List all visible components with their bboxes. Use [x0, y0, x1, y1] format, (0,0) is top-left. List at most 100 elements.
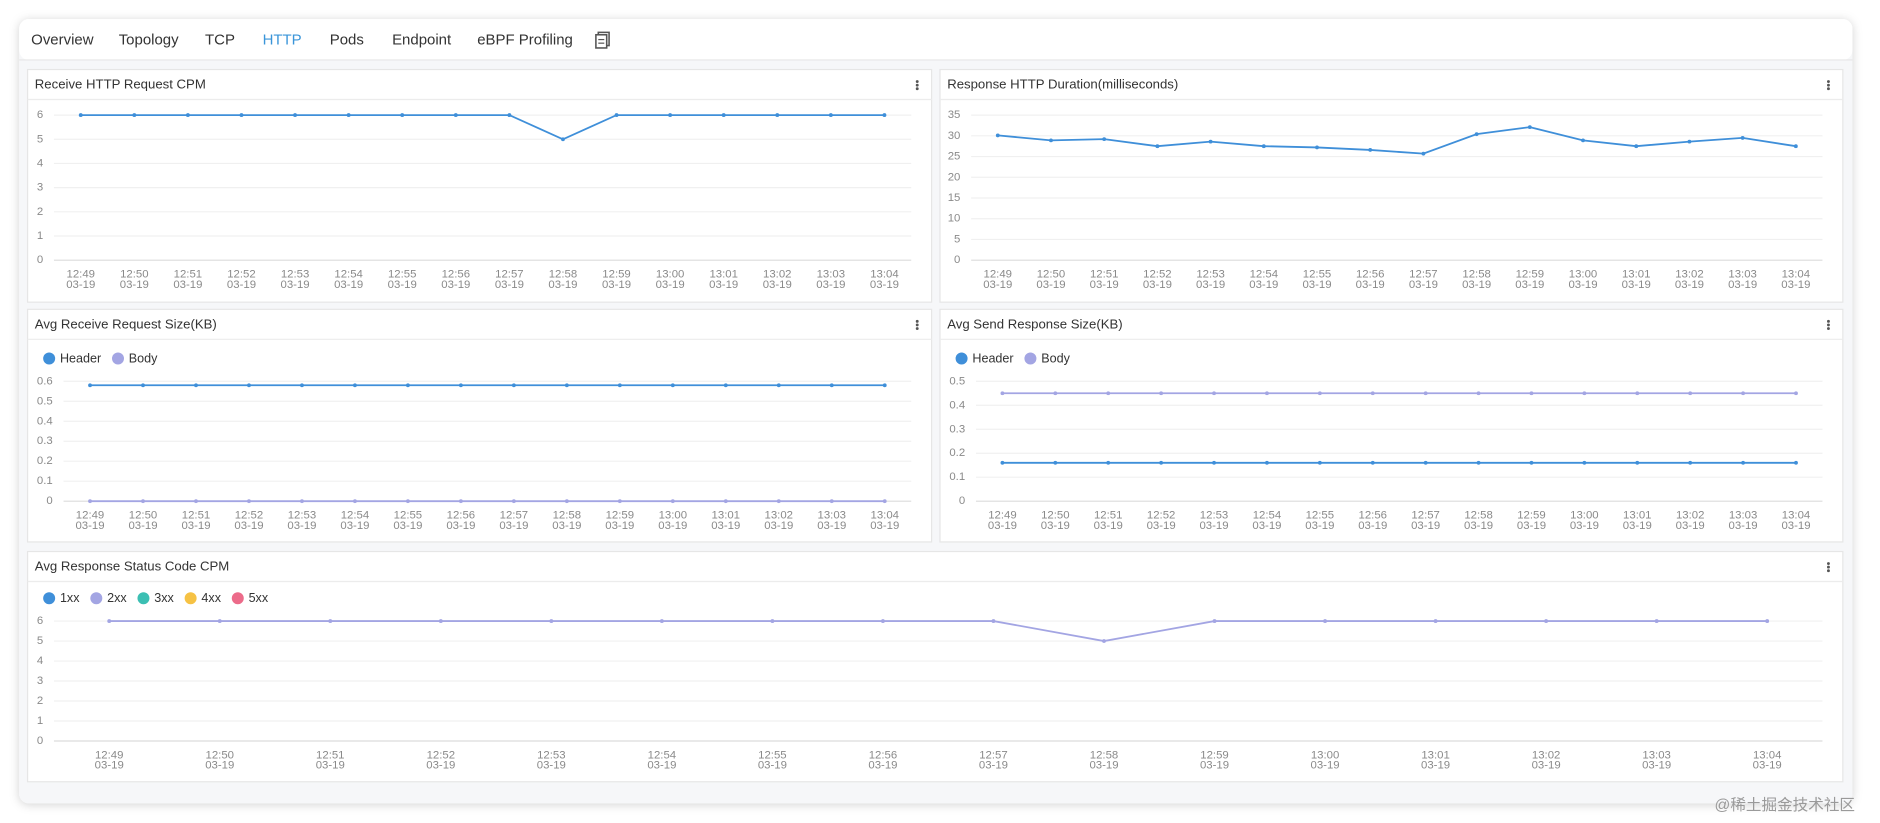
x-tick-label: 13:02: [1675, 269, 1703, 281]
panel: [26, 308, 933, 543]
x-tick-label: 12:55: [1306, 510, 1334, 522]
x-tick-label: 03-19: [1515, 279, 1544, 291]
point: [1634, 144, 1639, 149]
menu-dot[interactable]: [915, 327, 919, 330]
point: [723, 383, 728, 388]
x-tick-label: 03-19: [499, 520, 528, 532]
menu-dot[interactable]: [915, 323, 919, 327]
point: [1740, 135, 1745, 140]
menu-dot[interactable]: [915, 83, 919, 87]
x-tick-label: 12:54: [341, 510, 369, 522]
x-tick-label: 03-19: [602, 279, 631, 291]
tab-bar: [19, 19, 1853, 60]
point: [1370, 391, 1375, 396]
tab[interactable]: Topology: [119, 32, 179, 49]
point: [721, 113, 726, 118]
x-tick-label: 03-19: [548, 279, 577, 291]
point: [1582, 460, 1587, 465]
legend-marker: [43, 592, 56, 605]
tab[interactable]: Pods: [330, 32, 364, 49]
x-tick-label: 12:58: [553, 510, 581, 522]
point: [353, 499, 357, 504]
tab[interactable]: Overview: [31, 32, 94, 49]
menu-dot[interactable]: [1827, 319, 1830, 323]
x-tick-label: 03-19: [1094, 520, 1123, 532]
point: [1000, 460, 1005, 465]
x-tick-label: 03-19: [1676, 520, 1705, 532]
x-tick-label: 12:56: [447, 510, 475, 522]
menu-dot[interactable]: [915, 87, 919, 91]
menu-dot[interactable]: [1827, 327, 1830, 330]
x-tick-label: 03-19: [1622, 279, 1651, 291]
x-tick-label: 12:54: [648, 749, 676, 761]
point: [775, 113, 780, 118]
tab[interactable]: Endpoint: [392, 32, 452, 49]
x-tick-label: 03-19: [764, 520, 793, 532]
point: [1688, 460, 1693, 465]
x-tick-label: 03-19: [281, 279, 310, 291]
y-tick-label: 0.2: [949, 447, 965, 459]
x-tick-label: 13:03: [1729, 510, 1757, 522]
y-tick-label: 25: [948, 151, 961, 163]
x-tick-label: 03-19: [1089, 760, 1118, 772]
point: [881, 619, 885, 623]
x-tick-label: 03-19: [817, 520, 846, 532]
point: [1102, 639, 1106, 643]
legend-label: 3xx: [154, 591, 174, 605]
x-tick-label: 03-19: [1464, 520, 1493, 532]
x-tick-label: 03-19: [605, 520, 634, 532]
tab[interactable]: TCP: [205, 32, 235, 49]
x-tick-label: 03-19: [763, 279, 792, 291]
y-tick-label: 0: [46, 495, 52, 507]
menu-dot[interactable]: [1827, 80, 1830, 83]
x-tick-label: 12:53: [537, 749, 565, 761]
menu-dot[interactable]: [1827, 323, 1830, 327]
x-tick-label: 12:57: [1409, 269, 1437, 281]
x-tick-label: 12:58: [549, 269, 577, 281]
point: [1106, 460, 1111, 465]
y-tick-label: 10: [948, 213, 961, 225]
menu-dot[interactable]: [915, 319, 919, 323]
point: [1265, 391, 1269, 396]
x-tick-label: 12:50: [1041, 510, 1069, 522]
menu-dot[interactable]: [1827, 83, 1830, 87]
menu-dot[interactable]: [1827, 87, 1830, 91]
x-tick-label: 03-19: [1252, 520, 1281, 532]
menu-dot[interactable]: [1827, 569, 1830, 573]
y-tick-label: 0.5: [949, 375, 965, 387]
x-tick-label: 12:51: [1090, 269, 1118, 281]
y-tick-label: 6: [37, 109, 43, 121]
point: [1106, 391, 1111, 396]
tab[interactable]: eBPF Profiling: [477, 32, 573, 49]
point: [1421, 151, 1426, 156]
point: [353, 383, 357, 388]
point: [1159, 460, 1164, 465]
x-tick-label: 03-19: [1421, 760, 1450, 772]
x-tick-label: 12:49: [76, 510, 104, 522]
x-tick-label: 03-19: [287, 520, 316, 532]
y-tick-label: 0.3: [37, 435, 53, 447]
tab[interactable]: HTTP: [263, 32, 302, 49]
x-tick-label: 13:01: [1622, 269, 1650, 281]
menu-dot[interactable]: [1827, 565, 1830, 569]
y-tick-label: 3: [37, 182, 43, 194]
menu-dot[interactable]: [915, 80, 919, 83]
x-tick-label: 03-19: [1249, 279, 1278, 291]
point: [1212, 460, 1216, 465]
point: [991, 619, 996, 623]
x-tick-label: 13:00: [1570, 510, 1598, 522]
y-tick-label: 0.3: [949, 423, 965, 435]
x-tick-label: 12:56: [1356, 269, 1384, 281]
x-tick-label: 03-19: [1147, 520, 1176, 532]
point: [1370, 460, 1375, 465]
point: [1635, 391, 1640, 396]
x-tick-label: 12:50: [206, 749, 234, 761]
x-tick-label: 03-19: [1728, 279, 1757, 291]
tab-icon[interactable]: [595, 31, 610, 49]
x-tick-label: 03-19: [1311, 760, 1340, 772]
x-tick-label: 03-19: [1623, 520, 1652, 532]
menu-dot[interactable]: [1827, 562, 1830, 565]
panel-title: Receive HTTP Request CPM: [35, 77, 206, 92]
content: Overview Topology TCP HTTP Pods Endpoint eBPF …: [19, 19, 1855, 814]
x-tick-label: 13:02: [1676, 510, 1704, 522]
